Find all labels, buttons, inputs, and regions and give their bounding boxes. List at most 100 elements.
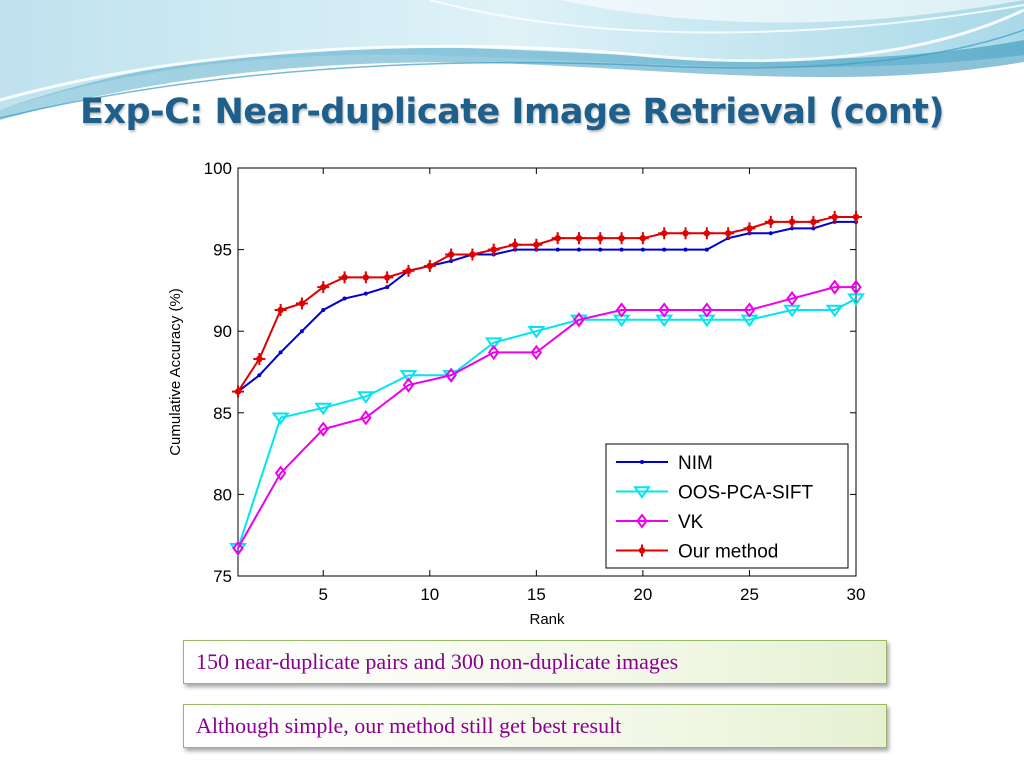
data-point-marker <box>399 370 418 383</box>
series-line <box>237 220 856 393</box>
data-point-marker <box>786 290 798 307</box>
data-point-marker <box>807 215 820 228</box>
decorative-banner <box>0 0 1024 130</box>
series-layer <box>229 210 865 556</box>
data-point-marker <box>555 247 560 252</box>
legend-label: NIM <box>678 453 713 474</box>
data-point-marker <box>619 247 624 252</box>
data-point-marker <box>317 421 329 437</box>
data-point-marker <box>271 412 290 426</box>
data-point-marker <box>743 302 756 318</box>
legend-label: OOS-PCA-SIFT <box>678 483 814 504</box>
data-point-marker <box>338 271 351 284</box>
data-point-marker <box>232 540 244 556</box>
data-point-marker <box>640 247 645 252</box>
data-point-marker <box>594 232 607 245</box>
data-point-marker <box>722 227 735 240</box>
data-point-marker <box>850 210 862 223</box>
legend-label: Our method <box>678 542 778 563</box>
data-point-marker <box>487 344 500 361</box>
data-point-marker <box>530 344 543 361</box>
data-point-marker <box>850 279 862 295</box>
data-point-marker <box>825 304 844 318</box>
data-point-marker <box>573 312 585 328</box>
data-point-marker <box>662 247 667 252</box>
series-oos-pca-sift <box>229 293 865 556</box>
data-point-marker <box>615 302 628 318</box>
y-tick-label: 80 <box>213 485 232 504</box>
chart-legend: NIM OOS-PCA-SIFT VK Our method <box>605 443 849 569</box>
data-point-marker <box>509 238 522 251</box>
data-point-marker <box>768 231 773 236</box>
note-box-result: Although simple, our method still get be… <box>183 704 887 748</box>
y-axis-label: Cumulative Accuracy (%) <box>167 288 184 456</box>
legend-box <box>605 443 849 569</box>
data-point-marker <box>484 337 503 350</box>
note-box-dataset: 150 near-duplicate pairs and 300 non-dup… <box>183 640 887 684</box>
note-text-result: Although simple, our method still get be… <box>196 713 622 738</box>
slide-title: Exp-C: Near-duplicate Image Retrieval (c… <box>80 92 944 132</box>
data-point-marker <box>679 227 692 240</box>
x-tick-label: 20 <box>633 585 652 604</box>
data-point-marker <box>636 232 649 245</box>
data-point-marker <box>828 210 841 223</box>
data-point-marker <box>321 307 326 312</box>
data-point-marker <box>445 367 457 383</box>
y-tick-label: 90 <box>213 322 232 341</box>
data-point-marker <box>487 243 500 256</box>
data-point-marker <box>764 215 777 228</box>
x-tick-label: 15 <box>527 585 546 604</box>
data-point-marker <box>700 227 713 240</box>
data-point-marker <box>295 297 308 310</box>
data-point-marker <box>232 385 244 398</box>
data-point-marker <box>363 291 368 296</box>
data-point-marker <box>342 296 347 301</box>
data-point-marker <box>257 373 262 378</box>
y-tick-label: 85 <box>213 404 232 423</box>
legend-label: VK <box>678 512 704 533</box>
data-point-marker <box>314 402 333 416</box>
x-axis-label: Rank <box>529 611 565 628</box>
data-point-marker <box>466 248 479 261</box>
legend-item: OOS-PCA-SIFT <box>616 483 814 504</box>
data-point-marker <box>359 271 372 284</box>
data-point-marker <box>402 264 415 277</box>
data-point-marker <box>704 247 709 252</box>
data-point-marker <box>360 410 372 426</box>
x-tick-label: 25 <box>740 585 759 604</box>
data-point-marker <box>527 326 546 339</box>
data-point-marker <box>615 232 628 245</box>
y-tick-label: 75 <box>213 567 232 586</box>
data-point-marker <box>402 377 415 393</box>
data-point-marker <box>551 232 564 245</box>
series-our-method <box>232 210 862 398</box>
data-point-marker <box>317 281 330 294</box>
legend-item: VK <box>616 512 704 533</box>
data-point-marker <box>658 302 670 318</box>
data-point-marker <box>640 460 644 464</box>
series-vk <box>232 279 862 556</box>
y-tick-label: 100 <box>204 160 232 178</box>
data-point-marker <box>423 259 436 272</box>
note-text-dataset: 150 near-duplicate pairs and 300 non-dup… <box>196 649 679 674</box>
x-tick-label: 5 <box>319 585 328 604</box>
data-point-marker <box>274 465 287 481</box>
data-point-marker <box>385 285 390 290</box>
data-point-marker <box>683 247 688 252</box>
data-point-marker <box>786 215 799 228</box>
data-point-marker <box>658 227 671 240</box>
x-tick-label: 30 <box>847 585 866 604</box>
y-tick-label: 95 <box>213 241 232 260</box>
series-line <box>237 297 857 549</box>
series-line <box>237 286 856 549</box>
data-point-marker <box>299 329 304 334</box>
x-axis-ticks: 5 10 15 20 25 30 <box>319 168 866 604</box>
data-point-marker <box>572 232 585 245</box>
data-point-marker <box>701 302 713 318</box>
data-point-marker <box>743 222 756 235</box>
data-point-marker <box>633 486 651 499</box>
data-point-marker <box>274 303 287 316</box>
series-line <box>237 215 856 393</box>
legend-item: NIM <box>616 453 713 474</box>
data-point-marker <box>636 544 648 557</box>
